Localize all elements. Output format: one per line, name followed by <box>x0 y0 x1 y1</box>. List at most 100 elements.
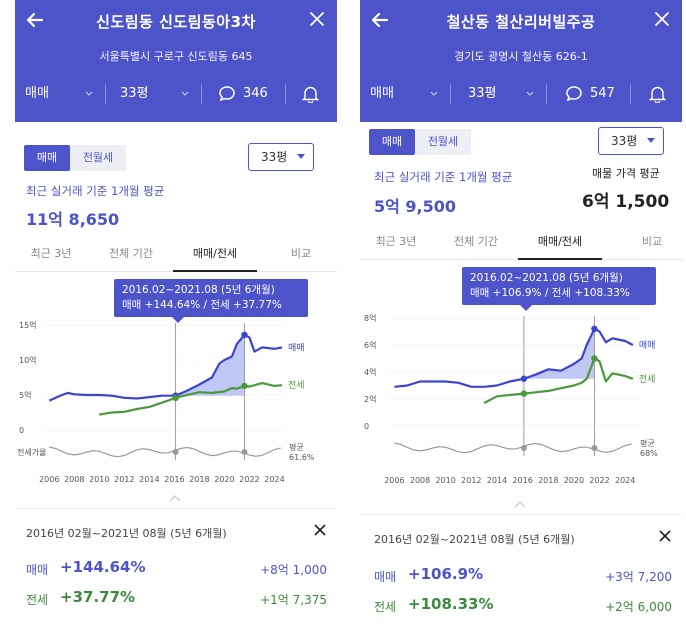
chevron-up-icon[interactable] <box>169 494 181 502</box>
tab-compare[interactable]: 비교 <box>641 235 663 248</box>
triangle-down-icon <box>647 138 655 143</box>
jeonse-legend-label: 전세 <box>639 374 656 385</box>
area-select[interactable]: 33평 <box>598 127 664 155</box>
summary-panel: 2016년 02월~2021년 08월 (5년 6개월) 매매 +106.9% … <box>360 514 682 633</box>
header-filter-bar: 매매 33평 346 <box>15 76 337 112</box>
ratio-avg-value: 61.6% <box>289 453 315 462</box>
x-tick-label: 2014 <box>139 475 159 484</box>
close-icon[interactable] <box>313 523 327 537</box>
tab-compare[interactable]: 비교 <box>290 247 312 260</box>
sale-change-pct: +144.64% <box>60 558 146 576</box>
tab-rent[interactable]: 전월세 <box>415 129 471 155</box>
chevron-down-icon <box>181 91 189 96</box>
deal-type-dropdown[interactable]: 매매 <box>370 86 394 101</box>
avg-caption: 최근 실거래 기준 1개월 평균 <box>374 170 513 184</box>
deal-type-dropdown[interactable]: 매매 <box>25 86 49 101</box>
tab-sale[interactable]: 매매 <box>369 129 415 155</box>
tab-rent[interactable]: 전월세 <box>70 145 126 171</box>
close-icon[interactable] <box>652 9 672 29</box>
y-tick-label: 10억 <box>19 355 37 365</box>
jeonse-range-dot <box>591 355 598 362</box>
x-tick-label: 2022 <box>589 476 609 485</box>
ratio-range-dot <box>241 449 248 455</box>
jeonse-change-amount: +2억 6,000 <box>605 600 672 614</box>
area-dropdown[interactable]: 33평 <box>468 86 497 101</box>
range-tooltip: 2016.02~2021.08 (5년 6개월) 매매 +144.64% / 전… <box>114 279 308 323</box>
comment-icon[interactable] <box>218 85 236 103</box>
ratio-avg-label: 평균 <box>640 438 655 448</box>
comment-count: 547 <box>590 86 615 101</box>
y-tick-label: 2억 <box>364 394 376 404</box>
tab-all-period[interactable]: 전체 기간 <box>109 247 153 260</box>
ratio-range-dot <box>591 445 598 451</box>
x-tick-label: 2008 <box>64 475 84 484</box>
ratio-range-dot <box>520 445 527 451</box>
triangle-down-icon <box>297 154 305 159</box>
tab-sale-jeonse[interactable]: 매매/전세 <box>173 240 257 272</box>
back-arrow-icon[interactable] <box>23 8 47 32</box>
x-tick-label: 2016 <box>164 475 184 484</box>
y-tick-label: 0 <box>19 426 24 435</box>
jeonse-label: 전세 <box>26 593 49 607</box>
tooltip-period: 2016.02~2021.08 (5년 6개월) <box>122 284 275 296</box>
area-select[interactable]: 33평 <box>248 143 314 171</box>
area-select-value: 33평 <box>261 150 288 164</box>
bell-icon[interactable] <box>649 85 666 103</box>
jeonse-price-line <box>99 382 283 416</box>
comment-count: 346 <box>243 86 268 101</box>
tooltip-change: 매매 +106.9% / 전세 +108.33% <box>470 287 630 299</box>
avg-caption: 최근 실거래 기준 1개월 평균 <box>26 184 165 198</box>
sale-legend-label: 매매 <box>288 342 305 353</box>
tab-recent-3y[interactable]: 최근 3년 <box>30 247 72 260</box>
summary-row-jeonse: 전세 +108.33% +2억 6,000 <box>374 595 672 619</box>
deal-tabs: 매매 전월세 <box>24 145 134 171</box>
x-tick-label: 2020 <box>564 476 584 485</box>
x-tick-label: 2022 <box>239 475 259 484</box>
ratio-range-dot <box>172 449 179 455</box>
comment-icon[interactable] <box>565 85 583 103</box>
x-tick-label: 2012 <box>461 476 481 485</box>
tab-sale-jeonse[interactable]: 매매/전세 <box>518 228 602 260</box>
y-tick-label: 5억 <box>19 390 31 400</box>
x-tick-label: 2008 <box>410 476 430 485</box>
sale-gain-area <box>523 328 595 379</box>
header: 신도림동 신도림동아3차 서울특별시 구로구 신도림동 645 매매 33평 3… <box>15 0 337 122</box>
sale-change-amount: +8억 1,000 <box>260 563 327 577</box>
listing-caption: 매물 가격 평균 <box>592 167 660 180</box>
back-arrow-icon[interactable] <box>368 8 392 32</box>
tab-all-period[interactable]: 전체 기간 <box>454 235 498 248</box>
area-dropdown[interactable]: 33평 <box>120 86 149 101</box>
x-tick-label: 2020 <box>214 475 234 484</box>
ratio-avg-label: 평균 <box>289 442 304 452</box>
period-tabs: 최근 3년 전체 기간 매매/전세 비교 <box>15 240 337 272</box>
y-tick-label: 4억 <box>364 367 376 377</box>
avg-price: 5억 9,500 <box>374 197 457 216</box>
complex-title: 신도림동 신도림동아3차 <box>96 13 256 31</box>
chevron-down-icon <box>430 91 438 96</box>
tooltip-change: 매매 +144.64% / 전세 +37.77% <box>122 299 282 311</box>
summary-row-sale: 매매 +106.9% +3억 7,200 <box>374 565 672 589</box>
x-tick-label: 2010 <box>436 476 456 485</box>
price-chart[interactable]: 8억 6억 4억 2억 0 2006 2008 2010 2012 2014 2016 2018 202… <box>360 300 682 500</box>
tab-sale[interactable]: 매매 <box>24 145 70 171</box>
chevron-up-icon[interactable] <box>514 500 526 508</box>
header-filter-bar: 매매 33평 547 <box>360 76 682 112</box>
chevron-down-icon <box>526 91 534 96</box>
ratio-avg-value: 68% <box>640 449 658 458</box>
close-icon[interactable] <box>658 529 672 543</box>
jeonse-ratio-label: 전세가율 <box>17 447 46 457</box>
price-chart[interactable]: 15억 10억 5억 0 2006 2008 2010 2012 2014 2016 2018 202… <box>15 300 337 500</box>
bell-icon[interactable] <box>302 85 319 103</box>
y-tick-label: 8억 <box>364 313 376 323</box>
listing-price: 6억 1,500 <box>582 192 670 212</box>
x-tick-label: 2010 <box>89 475 109 484</box>
complex-address: 경기도 광명시 철산동 626-1 <box>454 50 588 63</box>
jeonse-range-dot <box>241 382 248 390</box>
close-icon[interactable] <box>307 9 327 29</box>
avg-price: 11억 8,650 <box>26 210 120 229</box>
complex-panel-left: 신도림동 신도림동아3차 서울특별시 구로구 신도림동 645 매매 33평 3… <box>15 0 337 633</box>
x-tick-label: 2018 <box>538 476 558 485</box>
tab-recent-3y[interactable]: 최근 3년 <box>375 235 417 248</box>
jeonse-change-pct: +108.33% <box>408 595 494 613</box>
sale-legend-label: 매매 <box>639 340 656 351</box>
